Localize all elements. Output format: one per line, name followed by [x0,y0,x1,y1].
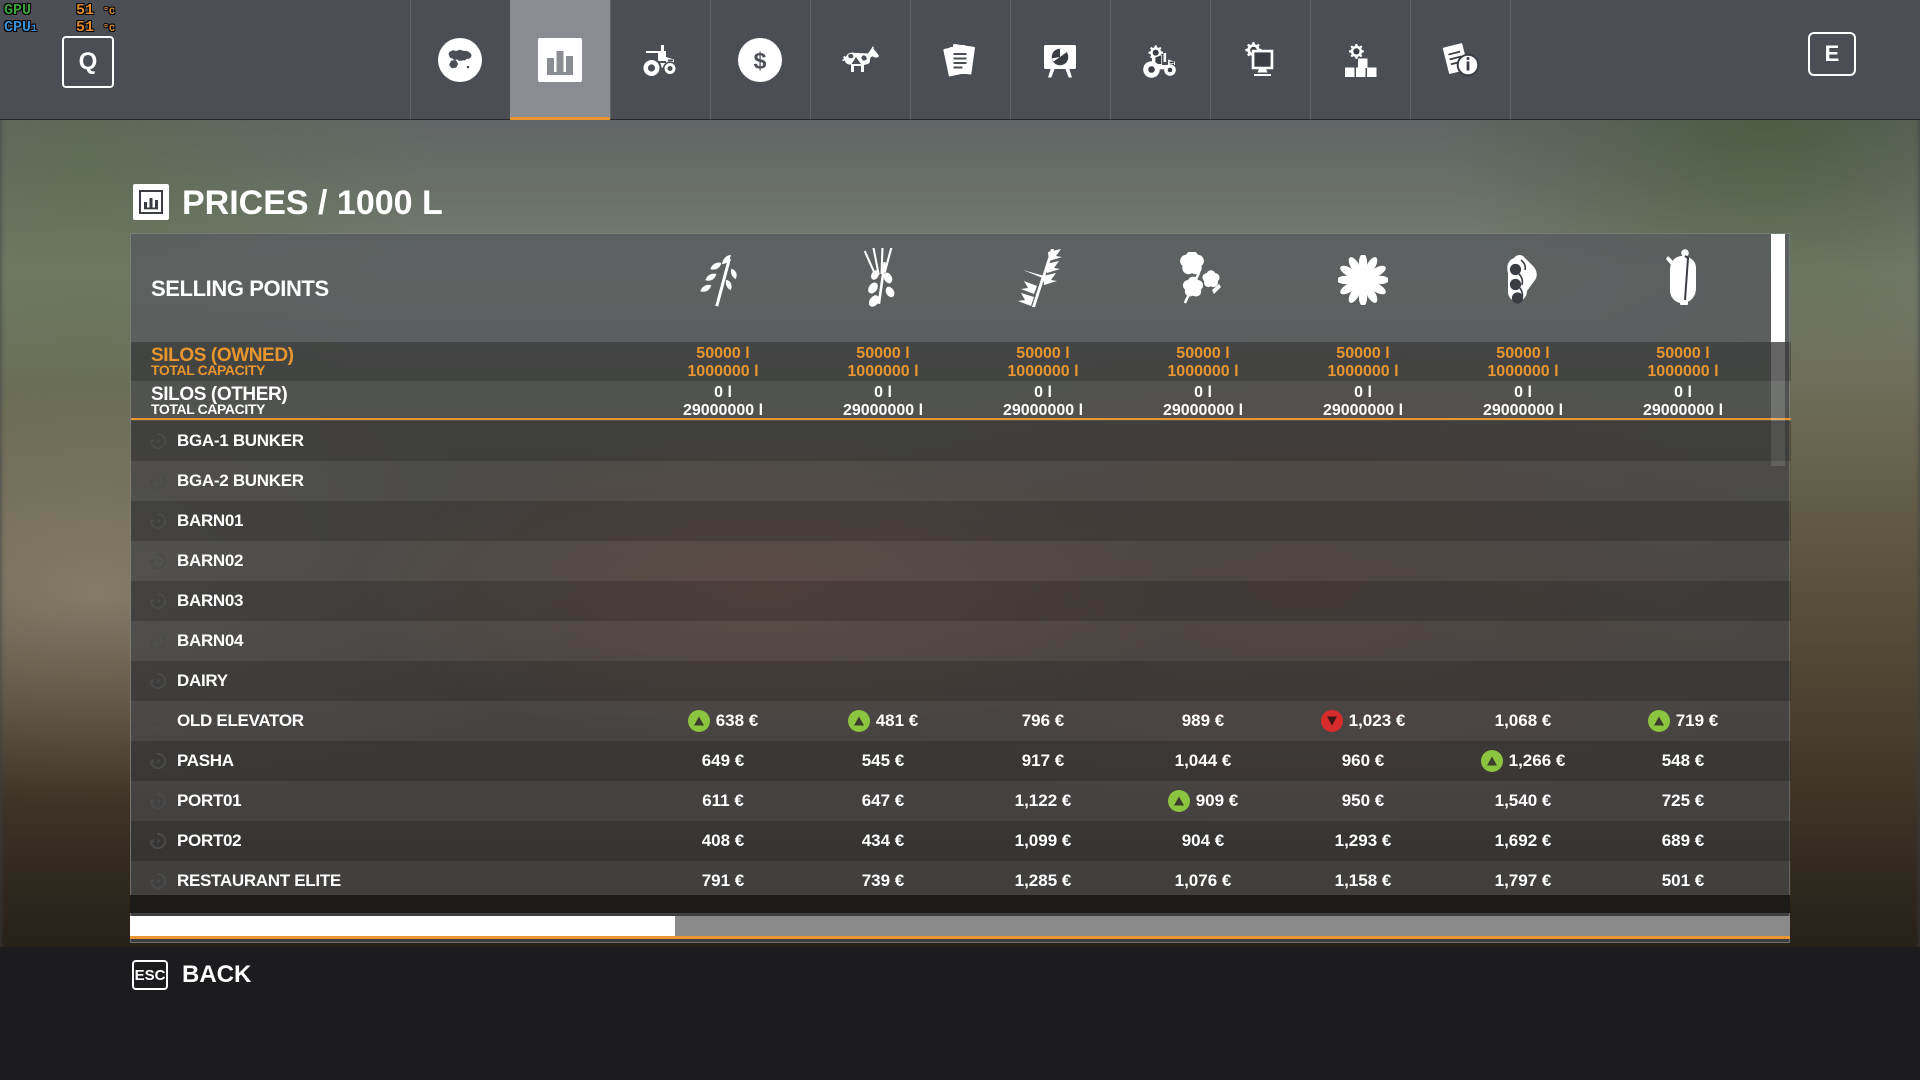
svg-text:$: $ [754,48,767,74]
